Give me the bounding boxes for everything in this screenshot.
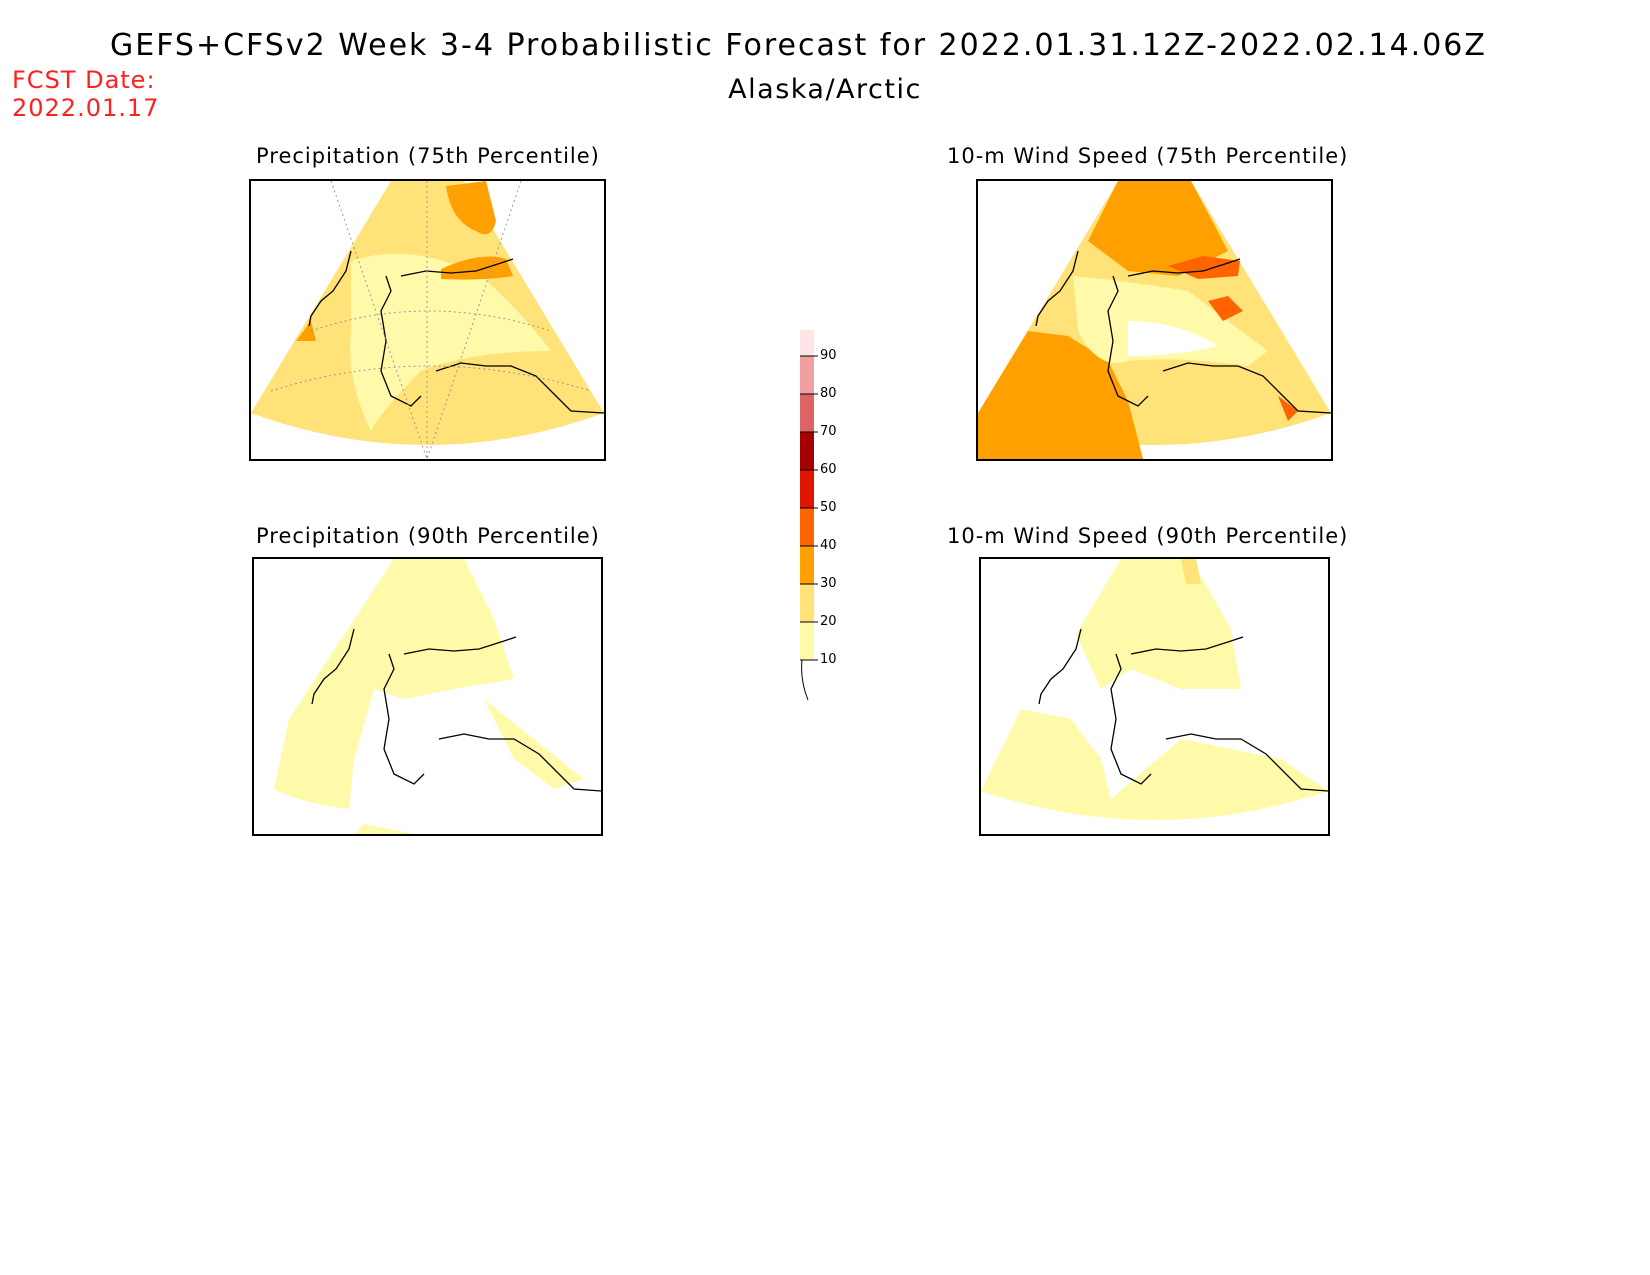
colorbar-label-20: 20 [820,614,837,629]
colorbar-swatch-10 [800,622,814,660]
colorbar-end-bottom [801,659,809,701]
panel-title-wind-75: 10-m Wind Speed (75th Percentile) [947,144,1349,168]
region-subtitle: Alaska/Arctic [728,74,922,105]
colorbar-label-60: 60 [820,462,837,477]
map-wind-90 [979,557,1330,836]
colorbar-swatch-20 [800,584,814,622]
colorbar-label-70: 70 [820,424,837,439]
page-title: GEFS+CFSv2 Week 3-4 Probabilistic Foreca… [110,28,1487,63]
colorbar-label-40: 40 [820,538,837,553]
colorbar-swatch-90 [800,318,814,356]
panel-title-precip-75: Precipitation (75th Percentile) [256,144,600,168]
panel-title-precip-90: Precipitation (90th Percentile) [256,524,600,548]
colorbar-swatch-80 [800,356,814,394]
colorbar-swatch-30 [800,546,814,584]
colorbar-swatch-70 [800,394,814,432]
map-wind-75 [976,179,1333,461]
forecast-date-value: 2022.01.17 [12,94,160,122]
colorbar-label-50: 50 [820,500,837,515]
colorbar-swatch-40 [800,508,814,546]
forecast-date: FCST Date: 2022.01.17 [12,66,159,122]
map-precip-75 [249,179,606,461]
colorbar-swatch-50 [800,470,814,508]
panel-title-wind-90: 10-m Wind Speed (90th Percentile) [947,524,1349,548]
colorbar-label-30: 30 [820,576,837,591]
colorbar-swatch-60 [800,432,814,470]
colorbar-label-10: 10 [820,652,837,667]
forecast-date-label: FCST Date: [12,66,156,94]
colorbar-label-90: 90 [820,348,837,363]
map-precip-90 [252,557,603,836]
colorbar-label-80: 80 [820,386,837,401]
